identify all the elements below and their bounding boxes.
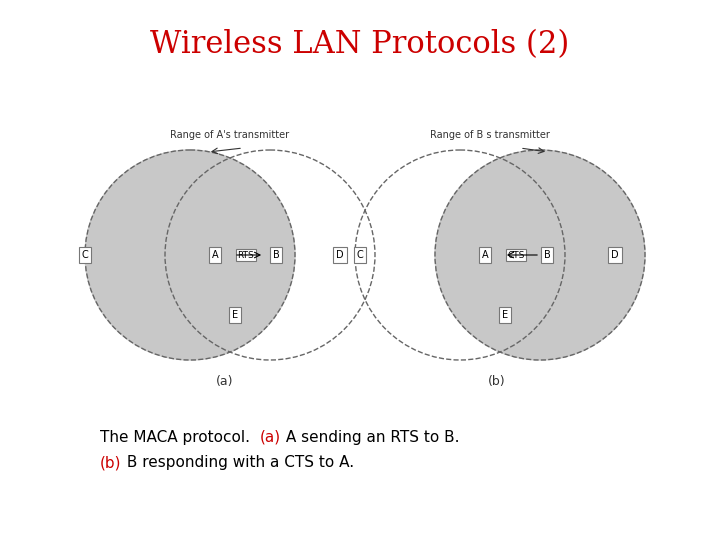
Text: A: A — [212, 250, 218, 260]
Text: CTS: CTS — [508, 251, 525, 260]
Text: RTS: RTS — [238, 251, 254, 260]
Circle shape — [85, 150, 295, 360]
Text: Wireless LAN Protocols (2): Wireless LAN Protocols (2) — [150, 30, 570, 60]
Text: A: A — [482, 250, 488, 260]
Text: E: E — [502, 310, 508, 320]
Circle shape — [435, 150, 645, 360]
Text: Range of A's transmitter: Range of A's transmitter — [171, 130, 289, 140]
Text: (b): (b) — [100, 455, 122, 470]
Text: (a): (a) — [216, 375, 234, 388]
Text: D: D — [611, 250, 618, 260]
Text: E: E — [232, 310, 238, 320]
Text: B responding with a CTS to A.: B responding with a CTS to A. — [122, 455, 354, 470]
Text: A sending an RTS to B.: A sending an RTS to B. — [281, 430, 459, 445]
Text: C: C — [356, 250, 364, 260]
Text: B: B — [273, 250, 279, 260]
Text: B: B — [544, 250, 550, 260]
Text: (b): (b) — [488, 375, 506, 388]
Text: (a): (a) — [260, 430, 281, 445]
Text: The MACA protocol.: The MACA protocol. — [100, 430, 260, 445]
Text: Range of B s transmitter: Range of B s transmitter — [430, 130, 550, 140]
Text: C: C — [81, 250, 89, 260]
Text: D: D — [336, 250, 344, 260]
